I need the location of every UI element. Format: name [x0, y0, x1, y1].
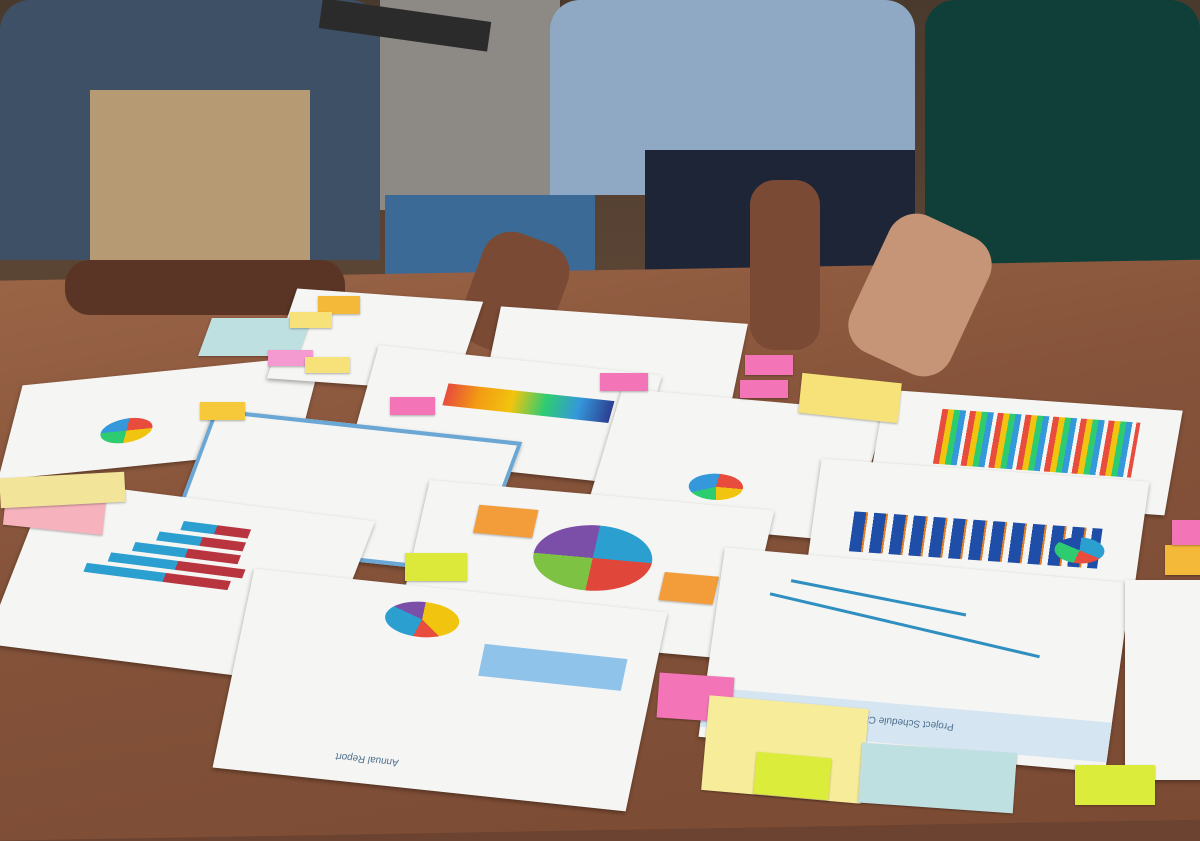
sticky-note-pink	[600, 373, 648, 391]
data-table	[478, 643, 628, 691]
pie-chart	[685, 471, 747, 503]
sticky-note-lime	[405, 553, 467, 581]
wheel-chart	[526, 520, 660, 596]
stacked-bar-chart	[932, 408, 1141, 478]
timeline-line	[790, 579, 967, 617]
annual-report-title: Annual Report	[334, 750, 400, 768]
sticky-note-yellow	[305, 357, 350, 373]
sticky-note-pink	[745, 355, 793, 375]
color-bars	[442, 383, 615, 423]
sticky-note-orange	[1165, 545, 1200, 575]
sticky-note-blue	[858, 742, 1017, 814]
sticky-note-yellow	[290, 312, 332, 328]
paper-right-edge	[1125, 580, 1200, 780]
arm-blue-shirt	[750, 180, 820, 350]
sticky-note-pink	[740, 380, 788, 398]
orange-tag	[658, 571, 719, 605]
orange-tag	[473, 504, 539, 538]
sticky-note-pink	[390, 397, 435, 415]
sticky-note-yellow	[200, 402, 245, 420]
sticky-note-pink	[1172, 520, 1200, 545]
person-left-trousers	[90, 90, 310, 280]
sticky-note-orange	[318, 296, 360, 314]
sticky-note-lime	[753, 751, 832, 801]
sticky-note-lime	[1075, 765, 1155, 805]
pie-chart	[97, 415, 156, 446]
pie-chart	[381, 598, 463, 641]
sticky-note-pink	[268, 350, 313, 366]
